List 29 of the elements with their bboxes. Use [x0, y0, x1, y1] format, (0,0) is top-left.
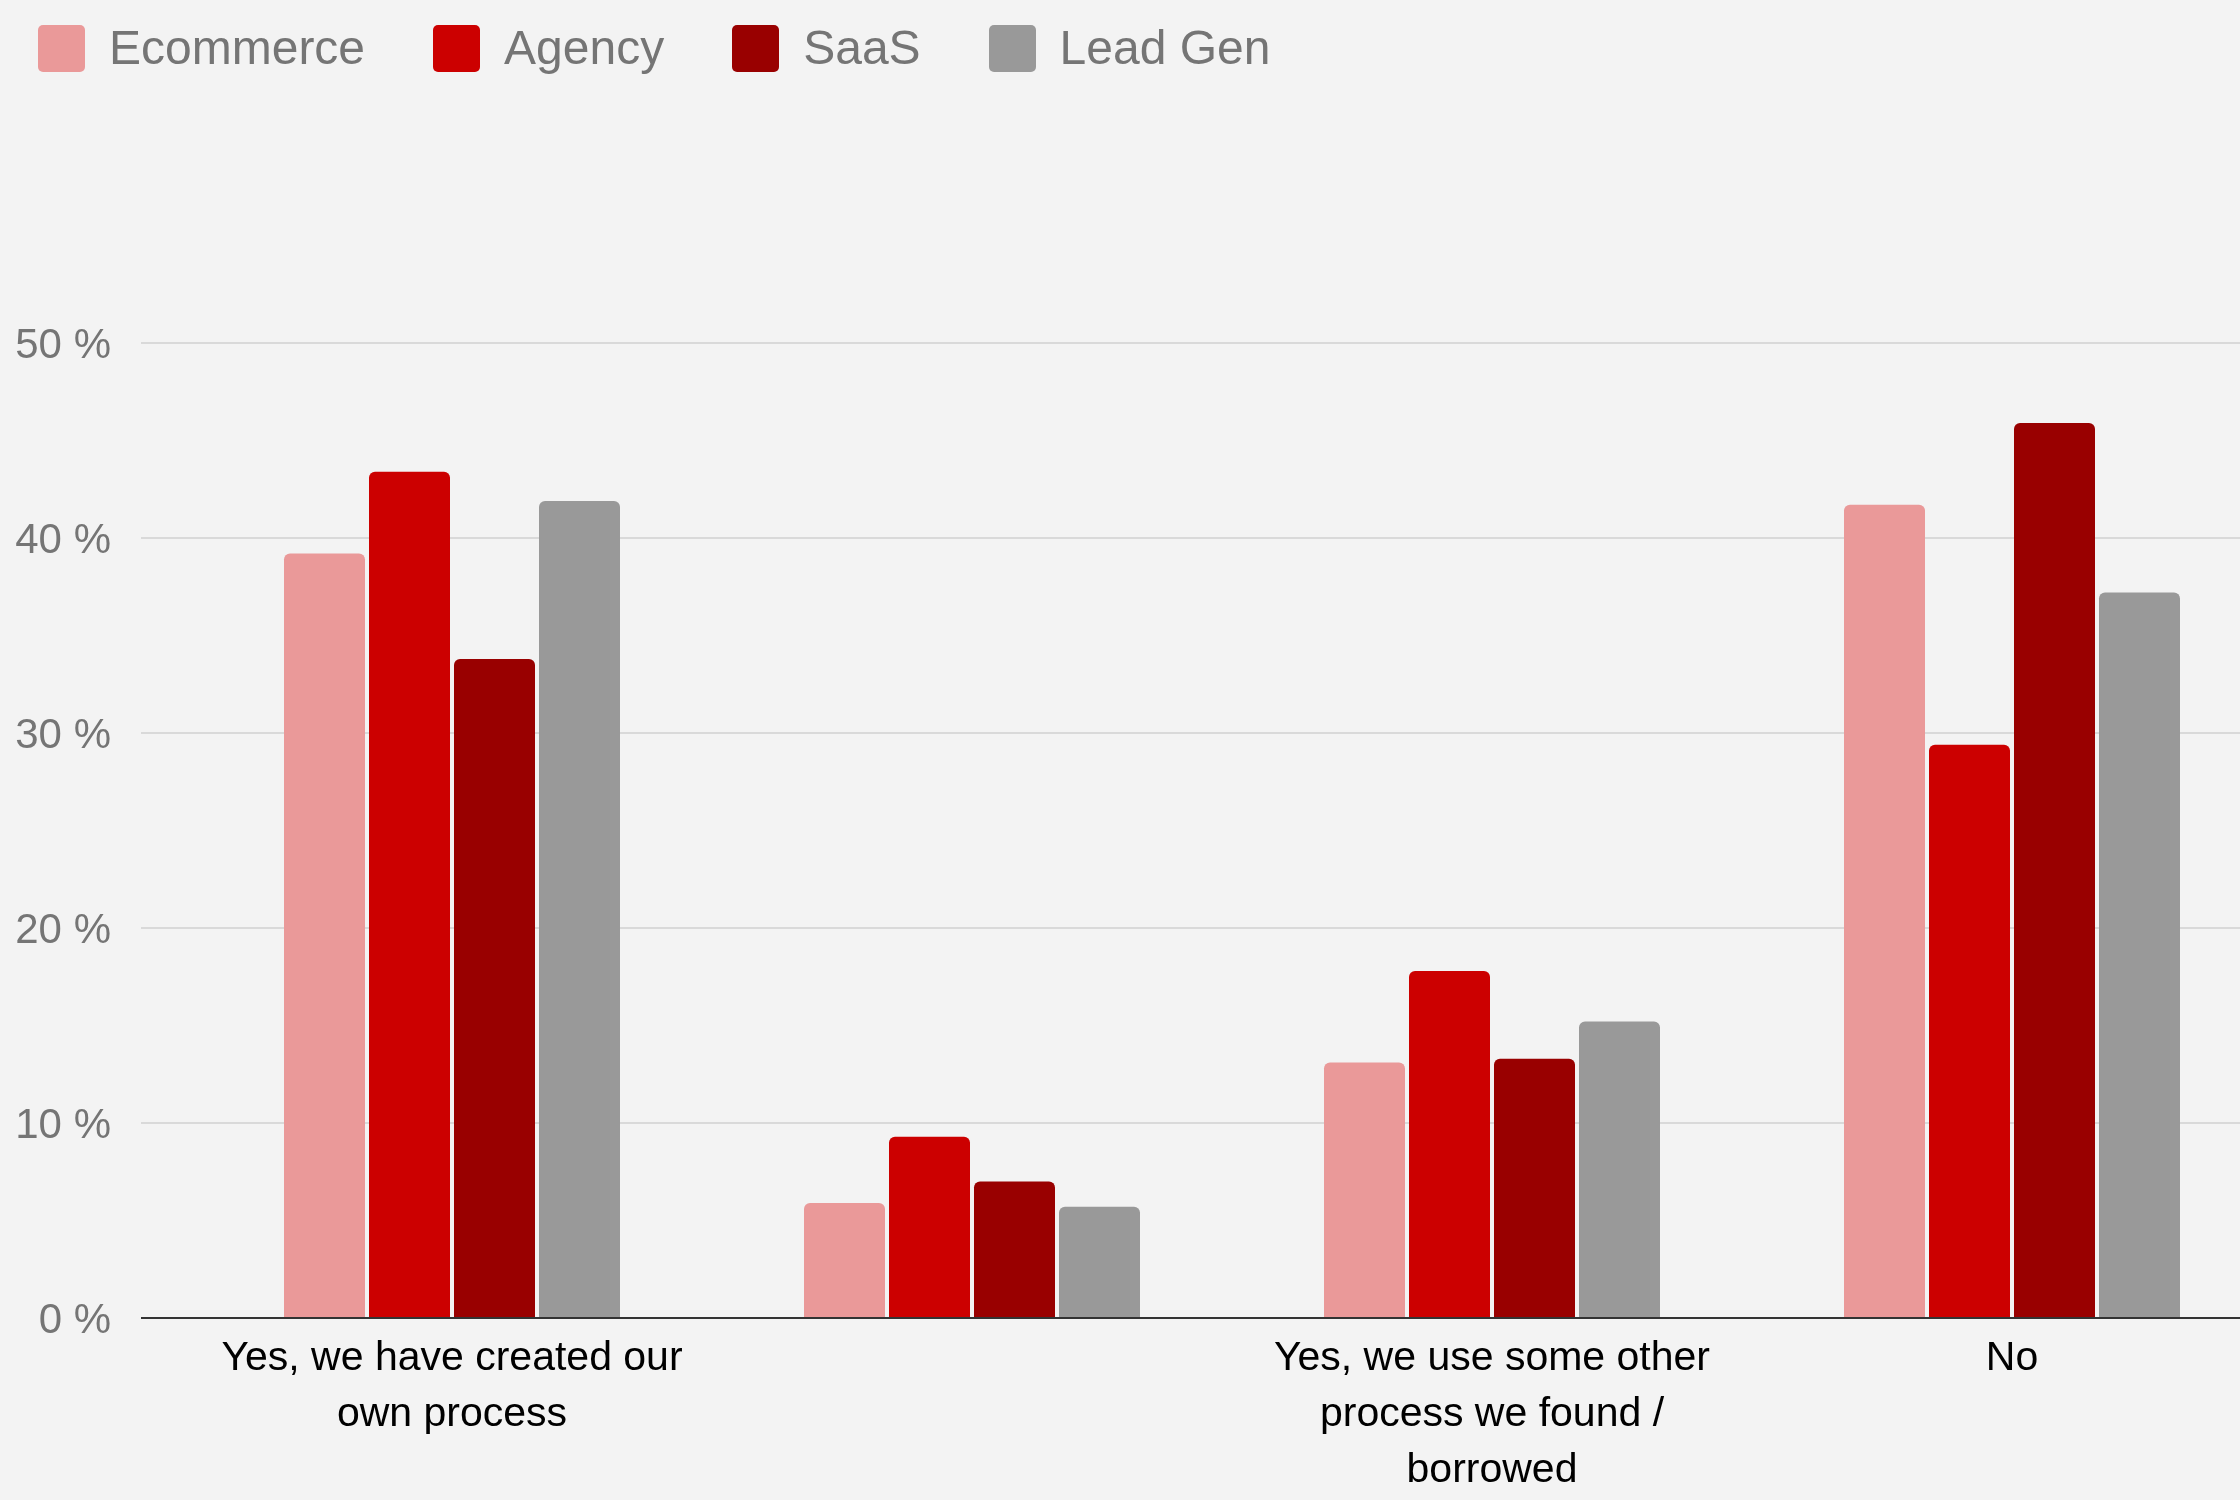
bar [889, 1136, 970, 1318]
x-tick-label: Yes, we have created our own process [221, 1333, 683, 1435]
bar [284, 553, 365, 1318]
x-tick-label: Yes, we use some other process we found / borrowed [1273, 1333, 1711, 1491]
bar [804, 1202, 885, 1318]
bar [2014, 422, 2095, 1318]
bar [1324, 1062, 1405, 1318]
legend-label: Ecommerce [109, 21, 366, 74]
y-tick-label: 50 % [15, 319, 111, 367]
y-tick-label: 20 % [15, 904, 111, 952]
bar [1579, 1021, 1660, 1318]
x-tick-label: No [1985, 1333, 2039, 1379]
bar [1409, 970, 1490, 1318]
legend-label: Agency [504, 21, 665, 74]
legend-label: SaaS [803, 21, 921, 74]
y-tick-label: 10 % [15, 1099, 111, 1147]
y-tick-label: 30 % [15, 709, 111, 757]
bar [454, 658, 535, 1318]
bar [369, 471, 450, 1318]
bar [974, 1181, 1055, 1318]
bar [539, 500, 620, 1318]
bar [1059, 1206, 1140, 1318]
y-tick-label: 0 % [38, 1294, 111, 1342]
legend-label: Lead Gen [1059, 21, 1271, 74]
bar [2099, 592, 2180, 1318]
bar [1494, 1058, 1575, 1318]
y-tick-label: 40 % [15, 514, 111, 562]
bar [1844, 504, 1925, 1318]
bar [1929, 744, 2010, 1318]
